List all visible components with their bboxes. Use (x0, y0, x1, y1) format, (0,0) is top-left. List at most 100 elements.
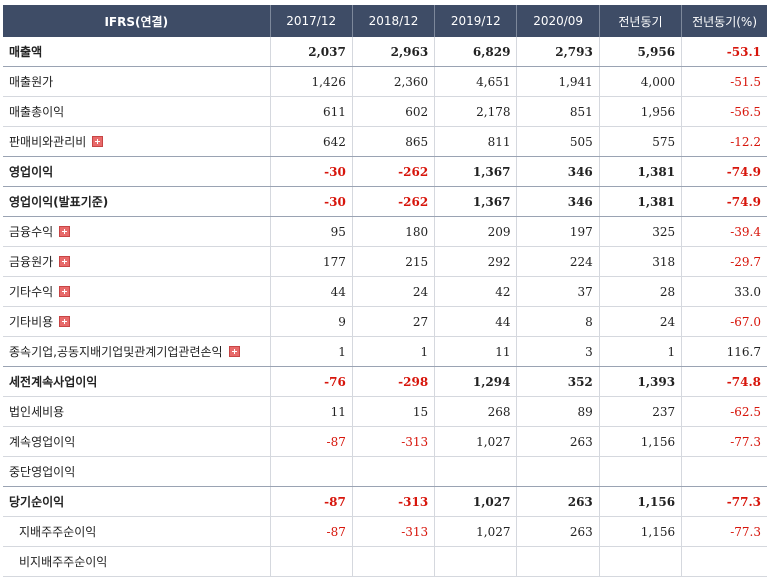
value-cell: 352 (516, 366, 600, 397)
plus-box-icon[interactable] (228, 346, 240, 357)
value-cell: 37 (516, 276, 600, 307)
value-cell: 9 (270, 306, 353, 337)
table-row: 매출원가 1,426 2,360 4,651 1,941 4,000 -51.5 (3, 66, 767, 97)
value-cell: 505 (516, 126, 600, 157)
table-header-row: IFRS(연결) 2017/12 2018/12 2019/12 2020/09… (3, 5, 767, 37)
row-label-cell: 영업이익 (3, 156, 271, 187)
value-cell: -76 (270, 366, 353, 397)
value-cell: 1,381 (599, 156, 683, 187)
value-cell: 1,156 (599, 516, 683, 547)
value-cell: -262 (352, 156, 436, 187)
row-label: 기타비용 (9, 315, 54, 329)
row-label: 영업이익 (9, 165, 54, 179)
value-cell (681, 546, 767, 577)
value-cell: 2,963 (352, 37, 436, 67)
value-cell: 28 (599, 276, 683, 307)
row-label: 당기순이익 (9, 495, 65, 509)
value-cell (681, 456, 767, 487)
row-label: 영업이익(발표기준) (9, 195, 109, 209)
value-cell: 865 (352, 126, 436, 157)
value-cell: 1,956 (599, 96, 683, 127)
value-cell: 1,156 (599, 426, 683, 457)
row-label: 중단영업이익 (9, 465, 76, 479)
table-row: 종속기업,공동지배기업및관계기업관련손익 1 1 11 3 1 116.7 (3, 336, 767, 367)
table-row: 법인세비용 11 15 268 89 237 -62.5 (3, 396, 767, 427)
header-2018-12: 2018/12 (352, 5, 436, 37)
value-cell: -313 (352, 516, 436, 547)
header-2019-12: 2019/12 (434, 5, 518, 37)
value-cell: 116.7 (681, 336, 767, 367)
value-cell: 268 (434, 396, 518, 427)
value-cell: -77.3 (681, 486, 767, 517)
value-cell: 346 (516, 156, 600, 187)
value-cell: 1,027 (434, 426, 518, 457)
value-cell: 95 (270, 216, 353, 247)
row-label: 종속기업,공동지배기업및관계기업관련손익 (9, 345, 223, 359)
value-cell: 263 (516, 516, 600, 547)
value-cell: 11 (434, 336, 518, 367)
value-cell: -298 (352, 366, 436, 397)
value-cell: 224 (516, 246, 600, 277)
row-label-cell: 종속기업,공동지배기업및관계기업관련손익 (3, 336, 271, 367)
header-prev-year-change-pct: 전년동기(%) (681, 5, 767, 37)
plus-box-icon[interactable] (59, 286, 71, 297)
value-cell: 1,027 (434, 486, 518, 517)
value-cell: -53.1 (681, 37, 767, 67)
value-cell: 2,178 (434, 96, 518, 127)
table-row: 영업이익 -30 -262 1,367 346 1,381 -74.9 (3, 156, 767, 187)
income-statement-table: IFRS(연결) 2017/12 2018/12 2019/12 2020/09… (3, 5, 767, 577)
value-cell: 42 (434, 276, 518, 307)
table-row: 당기순이익 -87 -313 1,027 263 1,156 -77.3 (3, 486, 767, 517)
value-cell: 1,156 (599, 486, 683, 517)
value-cell: 611 (270, 96, 353, 127)
value-cell: 1,367 (434, 186, 518, 217)
row-label: 지배주주순이익 (19, 525, 97, 539)
value-cell: 811 (434, 126, 518, 157)
value-cell (434, 546, 518, 577)
plus-box-icon[interactable] (59, 316, 71, 327)
table-row: 중단영업이익 (3, 456, 767, 487)
value-cell: 4,651 (434, 66, 518, 97)
table-row: 비지배주주순이익 (3, 546, 767, 577)
value-cell: -87 (270, 486, 353, 517)
value-cell: 1,294 (434, 366, 518, 397)
value-cell: 2,037 (270, 37, 353, 67)
plus-box-icon[interactable] (92, 136, 104, 147)
value-cell: -74.8 (681, 366, 767, 397)
table-row: 금융수익 95 180 209 197 325 -39.4 (3, 216, 767, 247)
row-label: 판매비와관리비 (9, 135, 87, 149)
value-cell (599, 546, 683, 577)
value-cell: 5,956 (599, 37, 683, 67)
value-cell: 1 (599, 336, 683, 367)
value-cell: -77.3 (681, 426, 767, 457)
value-cell: 1 (270, 336, 353, 367)
value-cell: 27 (352, 306, 436, 337)
value-cell: 1,426 (270, 66, 353, 97)
value-cell: 1,381 (599, 186, 683, 217)
row-label: 금융원가 (9, 255, 54, 269)
value-cell: 1,941 (516, 66, 600, 97)
row-label-cell: 지배주주순이익 (3, 516, 271, 547)
value-cell: -30 (270, 156, 353, 187)
row-label-cell: 계속영업이익 (3, 426, 271, 457)
row-label-cell: 기타수익 (3, 276, 271, 307)
table-row: 세전계속사업이익 -76 -298 1,294 352 1,393 -74.8 (3, 366, 767, 397)
value-cell: 180 (352, 216, 436, 247)
row-label-cell: 금융수익 (3, 216, 271, 247)
table-row: 매출총이익 611 602 2,178 851 1,956 -56.5 (3, 96, 767, 127)
value-cell: -77.3 (681, 516, 767, 547)
value-cell: 215 (352, 246, 436, 277)
value-cell: 33.0 (681, 276, 767, 307)
value-cell: -262 (352, 186, 436, 217)
table-row: 기타수익 44 24 42 37 28 33.0 (3, 276, 767, 307)
row-label: 매출원가 (9, 75, 54, 89)
value-cell: 24 (599, 306, 683, 337)
plus-box-icon[interactable] (59, 226, 71, 237)
value-cell: 15 (352, 396, 436, 427)
value-cell: 6,829 (434, 37, 518, 67)
plus-box-icon[interactable] (59, 256, 71, 267)
row-label: 세전계속사업이익 (9, 375, 98, 389)
header-2020-09: 2020/09 (516, 5, 600, 37)
row-label-cell: 기타비용 (3, 306, 271, 337)
value-cell (599, 456, 683, 487)
